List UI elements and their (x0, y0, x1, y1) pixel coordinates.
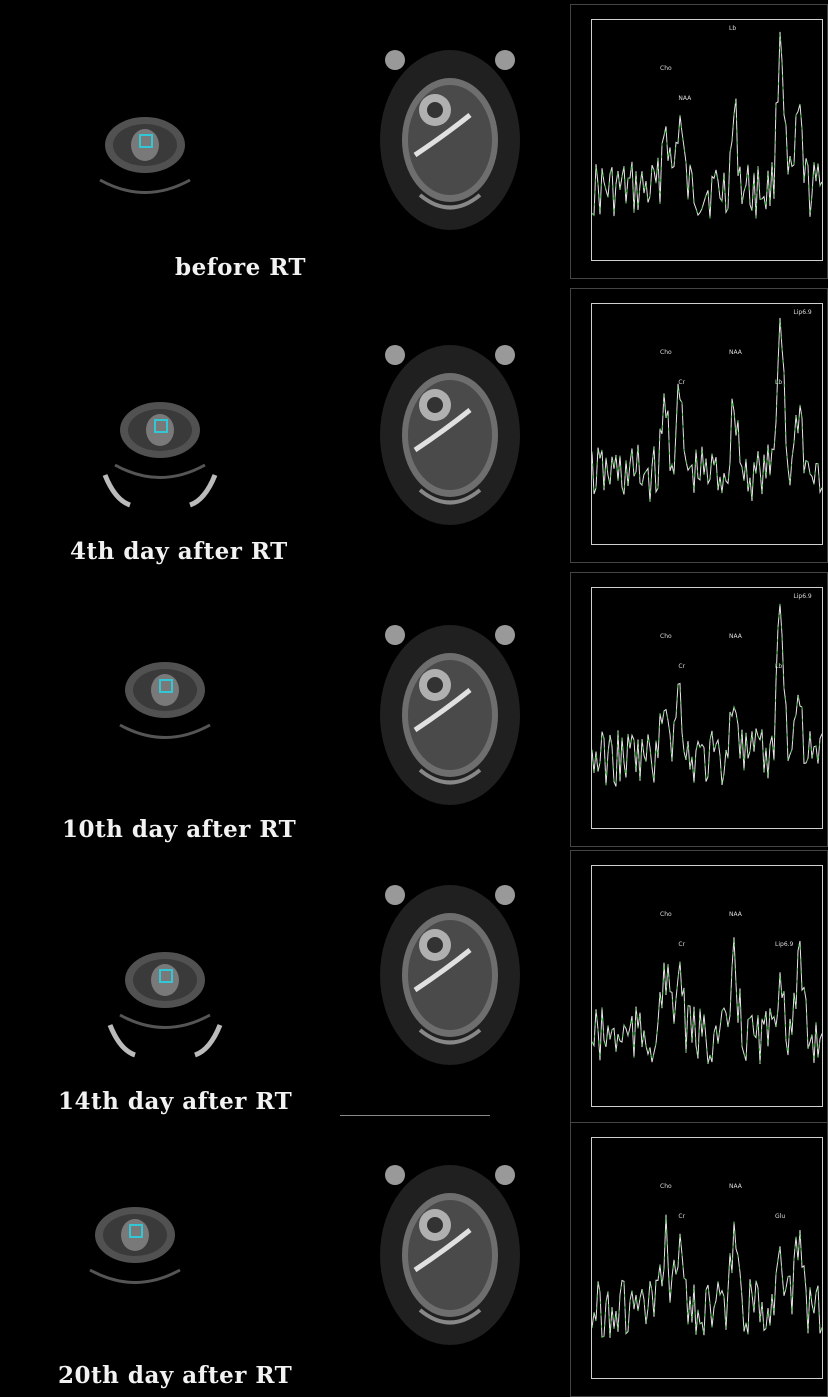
mrs-spectrum: Cho Cr NAA Glu (570, 1122, 828, 1397)
coronal-mri-image (380, 50, 520, 230)
axial-mri-image (119, 662, 211, 739)
spectrum-line (592, 603, 822, 787)
coronal-mri-image (380, 625, 520, 805)
peak-label: Cr (678, 663, 686, 670)
peak-label: NAA (729, 349, 742, 356)
peak-label: Lb (775, 663, 783, 670)
spectrum-plot-area (591, 1137, 823, 1379)
coronal-mri-image (380, 1165, 520, 1345)
coronal-mri-image (380, 885, 520, 1065)
timepoint-label: 4th day after RT (70, 538, 288, 565)
mrs-spectrum: Cho Cr NAA Lb Lip6.9 (570, 572, 828, 847)
mrs-spectrum: Cho Cr NAA Lb Lip6.9 (570, 288, 828, 563)
timepoint-label: before RT (175, 254, 307, 281)
spectrum-fit-line (592, 31, 822, 219)
peak-label: NAA (729, 1183, 742, 1190)
peak-label: Cr (678, 941, 686, 948)
spectrum-line (592, 31, 822, 219)
coronal-mri-image (380, 345, 520, 525)
spectrum-fit-line (592, 937, 822, 1065)
timepoint-label: 14th day after RT (58, 1088, 293, 1115)
peak-label: Lb (729, 25, 737, 32)
mrs-spectrum: Cho NAA Lb (570, 4, 828, 279)
axial-mri-image (89, 1207, 181, 1284)
peak-label: Cr (678, 379, 686, 386)
peak-label: Cr (678, 1213, 686, 1220)
timepoint-label: 10th day after RT (62, 816, 297, 843)
peak-label: NAA (729, 911, 742, 918)
peak-label: Cho (660, 349, 672, 356)
timepoint-label: 20th day after RT (58, 1362, 293, 1389)
peak-label: Lb (775, 379, 783, 386)
peak-label: NAA (729, 633, 742, 640)
mrs-spectrum: Cho Cr NAA Lip6.9 (570, 850, 828, 1125)
peak-label: Cho (660, 1183, 672, 1190)
peak-label: Glu (775, 1213, 786, 1220)
peak-label: Cho (660, 633, 672, 640)
spectrum-plot-area (591, 865, 823, 1107)
peak-label: Lip6.9 (775, 941, 794, 948)
peak-label: Lip6.9 (793, 309, 812, 316)
axial-mri-image (102, 402, 218, 508)
spectrum-line (592, 937, 822, 1065)
spectrum-fit-line (592, 1214, 822, 1338)
axial-mri-image (99, 117, 191, 194)
axial-mri-image (107, 952, 223, 1058)
spectrum-line (592, 317, 822, 502)
peak-label: Cho (660, 911, 672, 918)
peak-label: NAA (678, 95, 692, 102)
spectrum-fit-line (592, 603, 822, 787)
spectrum-line (592, 1214, 822, 1338)
spectrum-plot-area (591, 19, 823, 261)
peak-label: Lip6.9 (793, 593, 812, 600)
peak-label: Cho (660, 65, 672, 72)
spectrum-plot-area (591, 303, 823, 545)
spectrum-plot-area (591, 587, 823, 829)
scale-bar (340, 1115, 490, 1116)
